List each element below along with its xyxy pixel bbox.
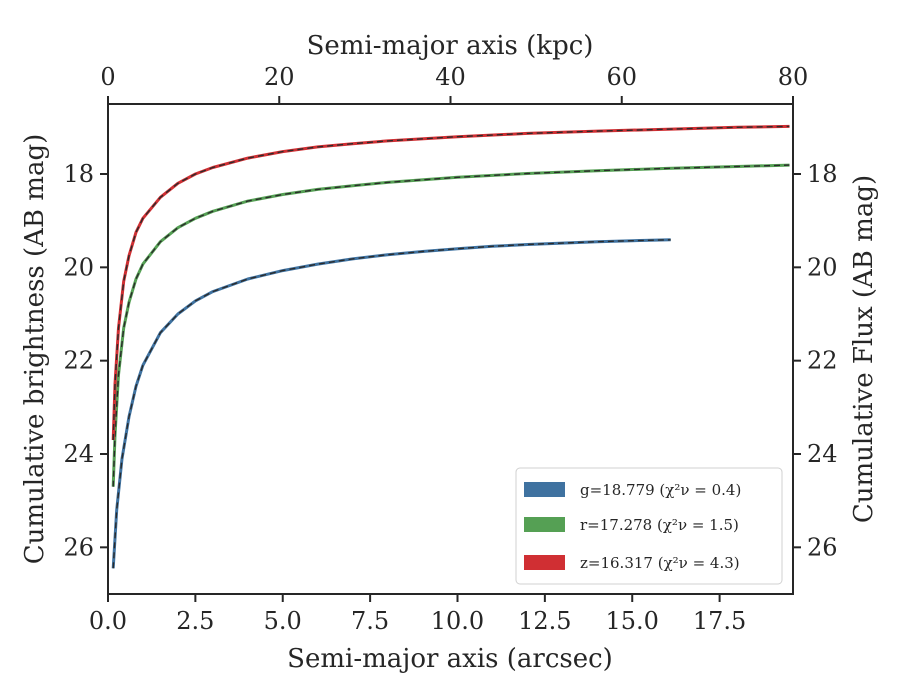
legend-swatch-r: [524, 517, 565, 532]
x-tick-label: 17.5: [693, 607, 746, 635]
x-tick-label: 2.5: [176, 607, 214, 635]
top-x-tick-label: 40: [435, 63, 466, 91]
x-tick-label: 5.0: [264, 607, 302, 635]
right-y-tick-label: 26: [807, 533, 838, 561]
x-axis-label: Semi-major axis (arcsec): [287, 644, 613, 674]
legend-label-r: r=17.278 (χ²ν = 1.5): [580, 516, 739, 534]
plot-lines: [111, 124, 790, 569]
x-tick-label: 0.0: [89, 607, 127, 635]
legend-label-g: g=18.779 (χ²ν = 0.4): [580, 481, 741, 499]
axis-ticks: 0.0 2.5 5.0 7.5 10.0 12.5 15.0 17.5 0 20 40 60 80 18 1…: [63, 63, 837, 635]
series-g-model-line: [112, 239, 671, 569]
top-x-tick-label: 20: [264, 63, 295, 91]
legend-swatch-z: [524, 555, 565, 570]
right-y-tick-label: 20: [807, 253, 838, 281]
x-tick-label: 12.5: [518, 607, 571, 635]
series-z-model-line: [112, 125, 790, 441]
right-y-tick-label: 22: [807, 347, 838, 375]
y-axis-label: Cumulative brightness (AB mag): [20, 134, 50, 565]
x-tick-label: 10.0: [431, 607, 484, 635]
legend-swatch-g: [524, 482, 565, 497]
series-r-model-line: [112, 164, 790, 487]
top-x-axis-label: Semi-major axis (kpc): [307, 31, 594, 61]
y-tick-label: 22: [63, 347, 94, 375]
x-tick-label: 15.0: [606, 607, 659, 635]
y-tick-label: 24: [63, 440, 94, 468]
legend: g=18.779 (χ²ν = 0.4) r=17.278 (χ²ν = 1.5…: [515, 467, 783, 585]
right-y-axis-label: Cumulative Flux (AB mag): [849, 175, 879, 523]
series-z-line: [111, 124, 790, 441]
legend-box: [515, 467, 783, 585]
y-tick-label: 26: [63, 533, 94, 561]
series-r-line: [111, 163, 790, 487]
top-x-tick-label: 80: [778, 63, 809, 91]
x-tick-label: 7.5: [351, 607, 389, 635]
y-tick-label: 18: [63, 160, 94, 188]
top-x-tick-label: 0: [100, 63, 115, 91]
y-tick-label: 20: [63, 253, 94, 281]
top-x-tick-label: 60: [606, 63, 637, 91]
right-y-tick-label: 24: [807, 440, 838, 468]
right-y-tick-label: 18: [807, 160, 838, 188]
legend-label-z: z=16.317 (χ²ν = 4.3): [580, 554, 740, 572]
